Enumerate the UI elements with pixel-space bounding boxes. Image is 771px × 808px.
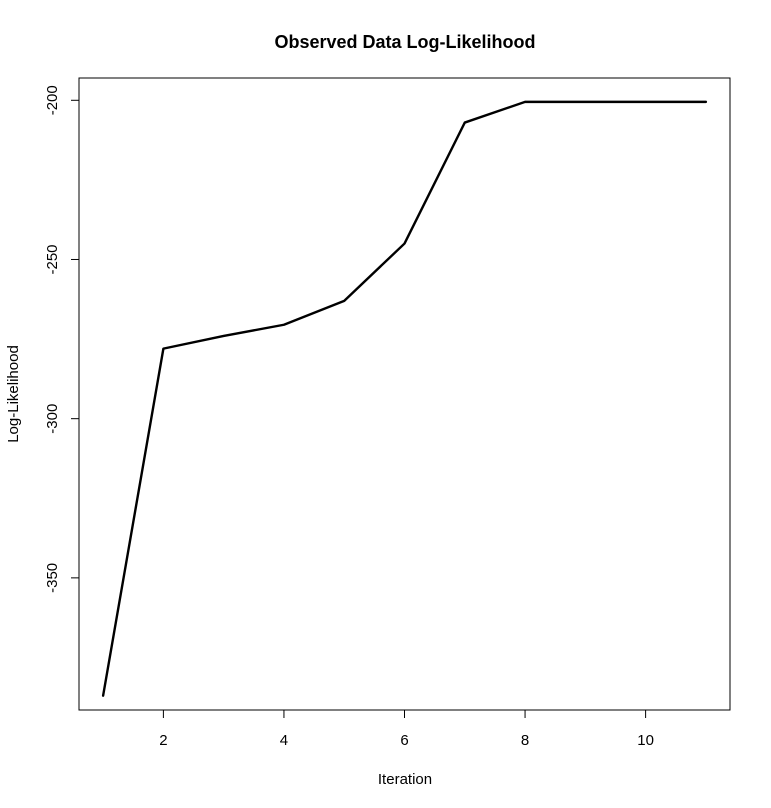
x-axis: 2 4 6 8 10: [159, 709, 654, 749]
y-axis-label: Log-Likelihood: [5, 345, 22, 443]
x-tick-label: 6: [400, 732, 408, 749]
series-line: [101, 100, 708, 697]
y-tick-label: -300: [44, 404, 61, 434]
y-tick-label: -200: [44, 85, 61, 115]
plot-frame: [78, 77, 731, 711]
y-tick-label: -350: [44, 563, 61, 593]
y-axis: -200 -250 -300 -350: [44, 85, 80, 593]
x-axis-label: Iteration: [378, 771, 432, 788]
y-tick-label: -250: [44, 244, 61, 274]
x-tick-label: 10: [637, 732, 654, 749]
series-group: [101, 100, 708, 697]
x-tick-label: 2: [159, 732, 167, 749]
x-tick-label: 8: [521, 732, 529, 749]
chart-title: Observed Data Log-Likelihood: [274, 32, 535, 52]
x-tick-label: 4: [280, 732, 288, 749]
